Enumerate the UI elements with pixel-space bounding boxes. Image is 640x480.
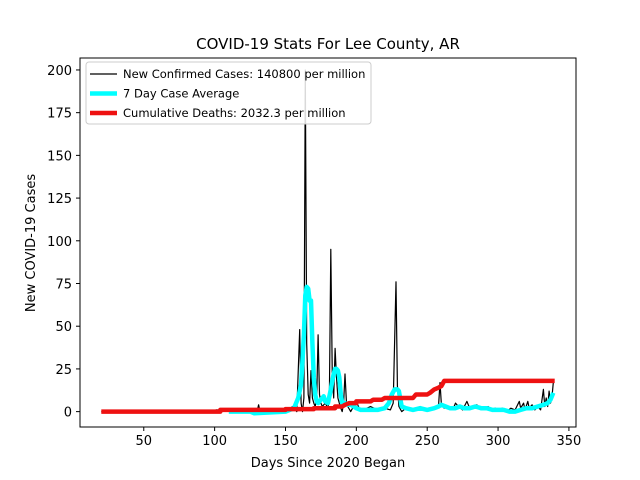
plot-frame	[79, 57, 577, 428]
x-axis-label: Days Since 2020 Began	[251, 456, 406, 471]
y-tick-label: 150	[47, 149, 72, 164]
series-line-1	[101, 69, 554, 413]
legend-box	[85, 61, 372, 125]
y-tick-label: 0	[64, 406, 72, 421]
series-line-3	[101, 378, 555, 414]
y-tick-label: 75	[55, 278, 72, 293]
x-tick-label: 300	[486, 434, 511, 449]
axes-layer: 50 100 150 200 250 300 350 0 25 50 75 100 125 150 175 2…	[47, 57, 582, 449]
x-tick-label: 250	[415, 434, 440, 449]
y-tick-label: 100	[47, 235, 72, 250]
y-tick-label: 25	[55, 363, 72, 378]
legend-label: 7 Day Case Average	[123, 87, 239, 101]
x-tick-label: 50	[135, 434, 152, 449]
x-tick-label: 350	[557, 434, 582, 449]
series-line-2	[228, 284, 556, 416]
x-tick-label: 100	[202, 434, 227, 449]
y-axis-label: New COVID-19 Cases	[24, 174, 39, 312]
legend-label: New Confirmed Cases: 140800 per million	[123, 67, 365, 81]
x-tick-label: 200	[344, 434, 369, 449]
series-layer	[101, 69, 556, 416]
y-tick-label: 50	[55, 320, 72, 335]
y-tick-label: 200	[47, 64, 72, 79]
y-tick-label: 175	[47, 107, 72, 122]
legend-label: Cumulative Deaths: 2032.3 per million	[123, 106, 346, 120]
legend: New Confirmed Cases: 140800 per million 7…	[85, 61, 372, 125]
y-tick-label: 125	[47, 192, 72, 207]
x-tick-label: 150	[273, 434, 298, 449]
chart-title: COVID-19 Stats For Lee County, AR	[196, 35, 460, 53]
